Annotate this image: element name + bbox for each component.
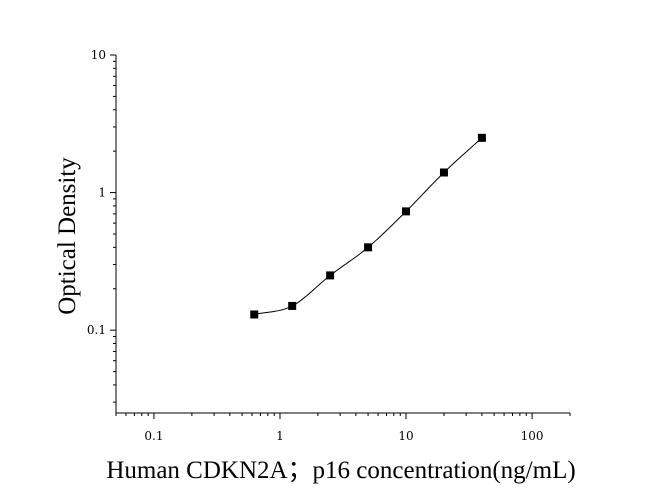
data-point — [364, 243, 373, 252]
x-tick-label: 100 — [521, 429, 544, 443]
x-tick-label: 1 — [276, 429, 284, 443]
fit-curve — [254, 137, 483, 315]
data-point — [439, 168, 448, 177]
x-tick-label: 0.1 — [144, 429, 163, 443]
data-point — [250, 310, 259, 319]
y-tick-label: 1 — [98, 186, 106, 200]
data-point — [288, 301, 297, 310]
data-point — [326, 271, 335, 280]
y-tick-label: 10 — [91, 48, 106, 62]
data-point — [402, 207, 411, 216]
y-tick-label: 0.1 — [87, 323, 106, 337]
x-axis-title: Human CDKN2A；p16 concentration(ng/mL) — [106, 457, 575, 484]
axes: 0.1 1 10 100 0.1 1 10 — [87, 48, 571, 443]
data-point — [477, 133, 486, 142]
data-points — [250, 133, 486, 319]
y-axis-title: Optical Density — [54, 157, 81, 315]
x-tick-label: 10 — [398, 429, 413, 443]
